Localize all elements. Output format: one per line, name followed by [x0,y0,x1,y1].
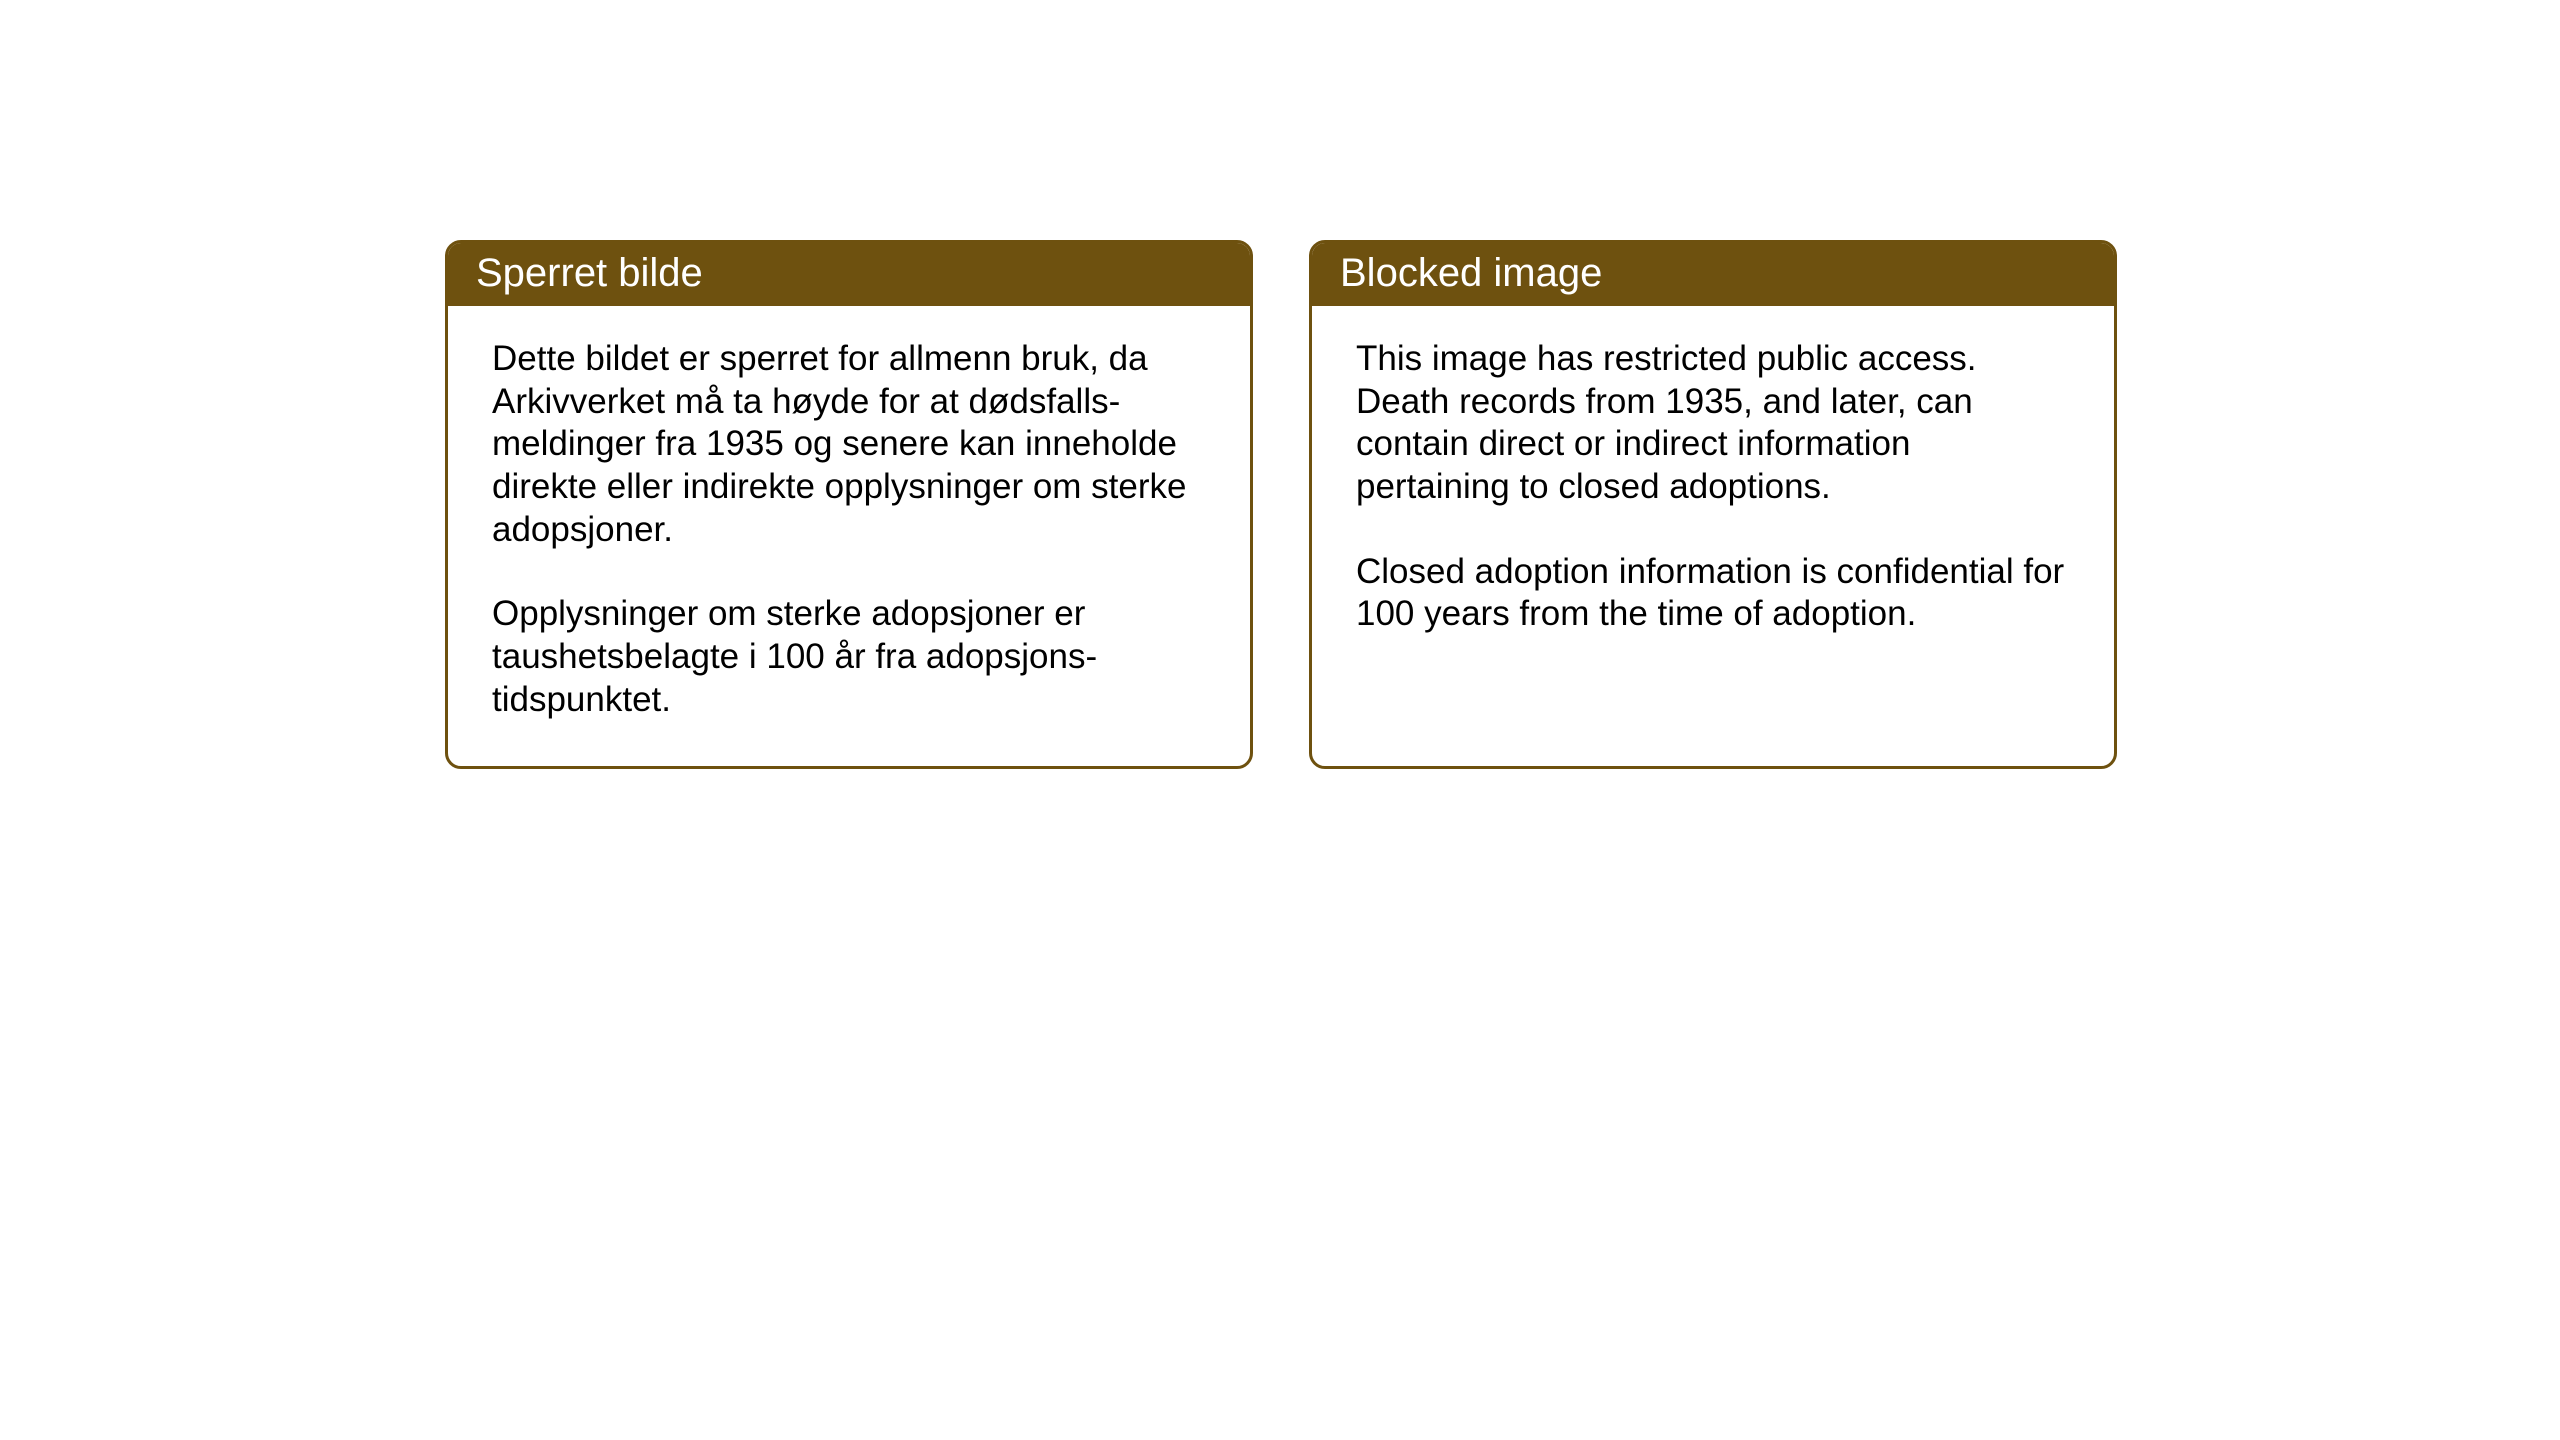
norwegian-notice-body: Dette bildet er sperret for allmenn bruk… [448,306,1250,766]
norwegian-notice-title: Sperret bilde [448,243,1250,306]
norwegian-notice-box: Sperret bilde Dette bildet er sperret fo… [445,240,1253,769]
norwegian-paragraph-1: Dette bildet er sperret for allmenn bruk… [492,338,1206,551]
english-notice-title: Blocked image [1312,243,2114,306]
norwegian-paragraph-2: Opplysninger om sterke adopsjoner er tau… [492,593,1206,721]
notice-container: Sperret bilde Dette bildet er sperret fo… [445,240,2117,769]
english-paragraph-1: This image has restricted public access.… [1356,338,2070,509]
english-paragraph-2: Closed adoption information is confident… [1356,551,2070,636]
english-notice-body: This image has restricted public access.… [1312,306,2114,680]
english-notice-box: Blocked image This image has restricted … [1309,240,2117,769]
